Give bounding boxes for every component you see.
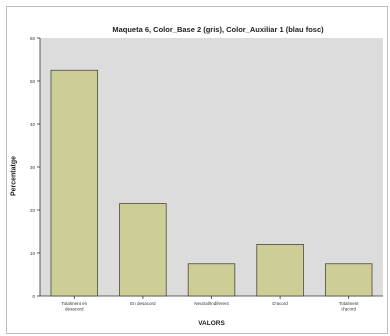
y-tick-label: 50: [30, 79, 36, 84]
y-tick-label: 0: [32, 294, 35, 299]
bar: [119, 203, 167, 297]
x-axis-label: VALORS: [198, 320, 225, 327]
x-tick-label: Totalment d'acord: [339, 301, 359, 312]
bar: [50, 69, 99, 297]
x-tick-label: D'acord: [272, 301, 288, 306]
x-tick-label: Neutral/Indiferent: [194, 301, 229, 306]
x-tick-label: En desacord: [130, 301, 156, 306]
y-tick-label: 10: [30, 251, 36, 256]
x-tick-labels: Totalment en desacord En desacord Neutral/I…: [61, 301, 359, 312]
y-tick-label: 30: [30, 165, 36, 170]
y-tick-label: 20: [30, 208, 36, 213]
y-axis: 0 10 20 30 40 50 60: [30, 36, 41, 299]
bars: [50, 69, 373, 297]
chart-title: Maqueta 6, Color_Base 2 (gris), Color_Au…: [112, 25, 324, 34]
bar: [256, 243, 304, 297]
bar: [324, 263, 373, 297]
y-tick-label: 60: [30, 36, 36, 41]
y-tick-label: 40: [30, 122, 36, 127]
x-axis: [40, 295, 383, 299]
x-tick-label: Totalment en desacord: [61, 301, 87, 312]
bar: [187, 263, 236, 297]
